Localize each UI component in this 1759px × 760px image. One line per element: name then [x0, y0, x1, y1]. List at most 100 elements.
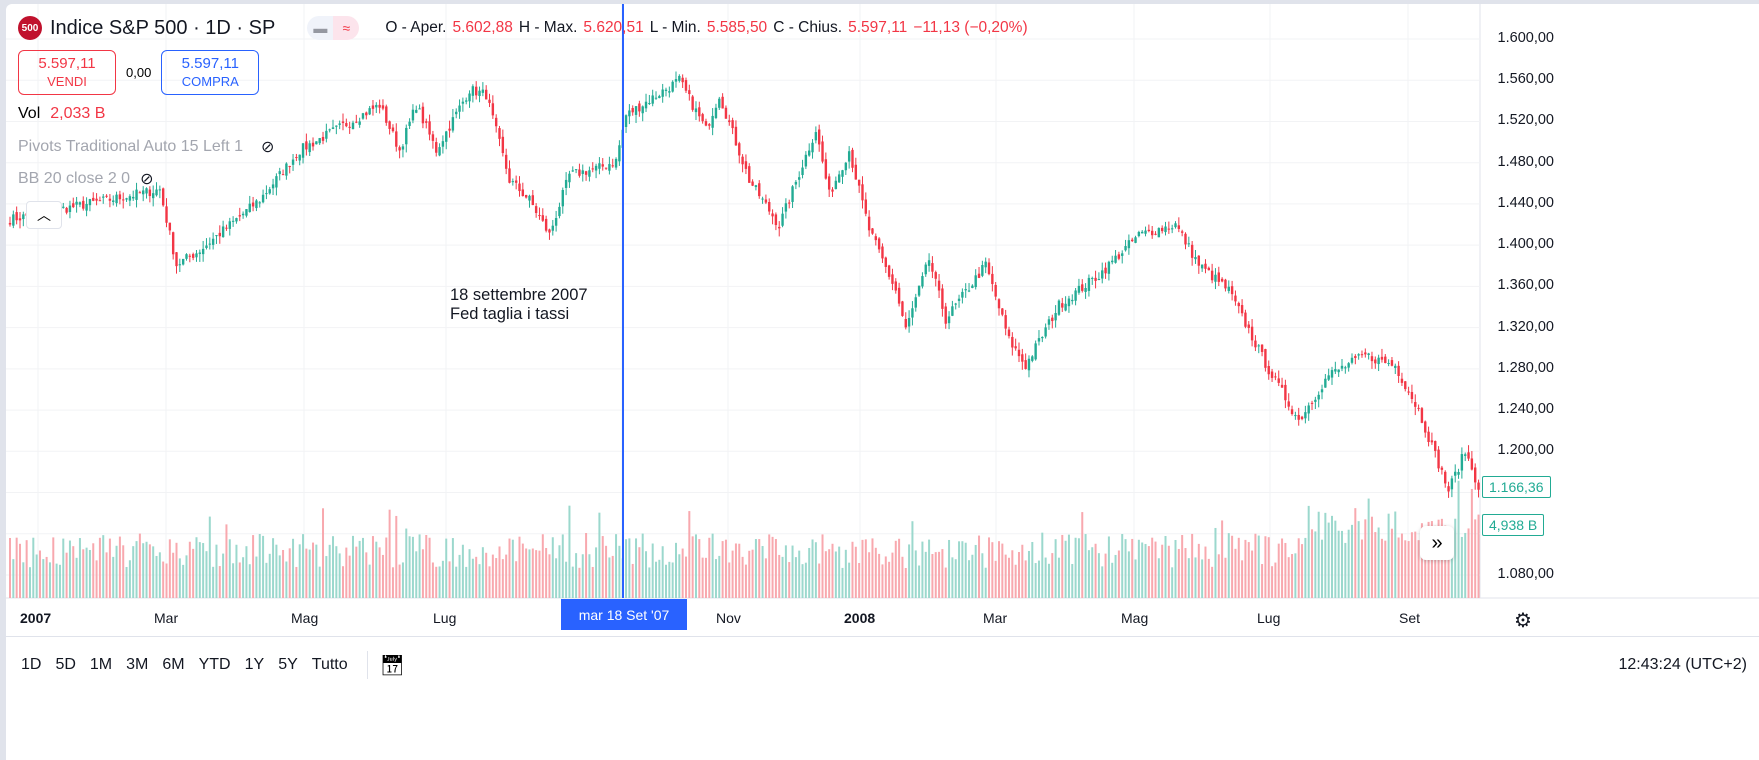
volume-bar	[1211, 566, 1214, 598]
volume-legend[interactable]: Vol 2,033 B	[18, 105, 105, 123]
candle-body	[118, 194, 122, 200]
period-5d[interactable]: 5D	[55, 656, 76, 673]
minus-icon[interactable]: ▬	[307, 16, 334, 40]
eye-hidden-icon[interactable]: ⊘	[261, 139, 275, 156]
price-axis-label: 1.320,00	[1497, 318, 1554, 335]
volume-bar	[1084, 534, 1087, 598]
pivots-legend[interactable]: Pivots Traditional Auto 15 Left 1 ⊘	[18, 137, 274, 157]
crosshair-time-label: mar 18 Set '07	[561, 599, 687, 630]
volume-bar	[778, 554, 781, 598]
volume-bar	[338, 553, 341, 598]
candle-body	[1064, 303, 1067, 311]
volume-bar	[228, 539, 231, 598]
candle-body	[568, 173, 571, 183]
candle-body	[375, 104, 378, 108]
volume-bar	[468, 549, 471, 598]
volume-bar	[1400, 533, 1403, 598]
volume-bar	[571, 566, 574, 598]
volume-bar	[1414, 531, 1417, 598]
volume-bar	[1124, 539, 1127, 598]
period-ytd[interactable]: YTD	[198, 656, 231, 673]
volume-bar	[1457, 480, 1460, 598]
eye-hidden-icon[interactable]: ⊘	[140, 171, 154, 188]
settings-icon[interactable]: ⚙	[1514, 610, 1532, 632]
candle-body	[142, 190, 145, 195]
clock[interactable]: 12:43:24 (UTC+2)	[1618, 656, 1747, 673]
volume-bar	[471, 558, 474, 598]
period-1y[interactable]: 1Y	[244, 656, 265, 673]
candle-body	[78, 202, 82, 205]
candle-body	[781, 213, 784, 226]
candle-body	[145, 188, 148, 194]
volume-bar	[98, 537, 101, 598]
volume-bar	[378, 547, 381, 598]
candle-body	[1324, 378, 1327, 388]
candle-body	[135, 189, 138, 200]
volume-bar	[112, 556, 115, 598]
candle-body	[971, 285, 974, 288]
candle-body	[1074, 290, 1077, 301]
period-tutto[interactable]: Tutto	[311, 656, 348, 673]
chart-annotation[interactable]: 18 settembre 2007 Fed taglia i tassi	[450, 286, 588, 324]
time-axis-label: Mar	[154, 610, 179, 626]
candle-body	[318, 138, 321, 144]
volume-bar	[681, 548, 684, 598]
volume-bar	[724, 539, 727, 598]
candle-body	[185, 254, 188, 259]
volume-bar	[458, 554, 461, 598]
candle-body	[1264, 349, 1267, 368]
candle-body	[201, 248, 205, 255]
display-toggle[interactable]: ▬ ≈	[307, 16, 360, 40]
candle-body	[1024, 360, 1027, 369]
volume-bar	[838, 546, 841, 598]
volume-bar	[488, 566, 491, 598]
volume-bar	[821, 534, 824, 598]
scroll-to-realtime-button[interactable]: »	[1420, 526, 1454, 560]
volume-bar	[195, 537, 198, 598]
candle-body	[1344, 367, 1347, 369]
candle-body	[112, 200, 115, 202]
candle-body	[231, 220, 235, 222]
period-6m[interactable]: 6M	[162, 656, 185, 673]
collapse-legend-button[interactable]: ︿	[26, 201, 62, 229]
candle-body	[1141, 231, 1144, 234]
volume-bar	[671, 562, 674, 598]
candle-body	[867, 216, 871, 231]
symbol-title[interactable]: Indice S&P 500 · 1D · SP	[50, 16, 276, 39]
volume-bar	[501, 559, 504, 598]
close-value: 5.597,11	[848, 19, 908, 36]
buy-button[interactable]: 5.597,11 COMPRA	[161, 50, 260, 95]
candle-body	[378, 104, 381, 108]
candle-body	[961, 291, 964, 298]
volume-bar	[551, 537, 554, 598]
candle-body	[724, 107, 728, 119]
sell-button[interactable]: 5.597,11 VENDI	[18, 50, 116, 95]
candle-body	[1360, 354, 1364, 356]
volume-bar	[854, 546, 857, 598]
period-1d[interactable]: 1D	[21, 656, 42, 673]
volume-bar	[52, 537, 55, 598]
candle-body	[1477, 482, 1480, 490]
volume-bar	[1227, 533, 1230, 598]
wave-icon[interactable]: ≈	[333, 16, 360, 40]
period-3m[interactable]: 3M	[126, 656, 149, 673]
candle-body	[561, 189, 564, 207]
volume-bar	[72, 546, 75, 598]
volume-bar	[1147, 546, 1150, 598]
candle-body	[1167, 228, 1171, 230]
volume-bar	[1374, 532, 1377, 598]
candle-body	[1420, 408, 1424, 423]
calendar-goto-icon[interactable]: 📅︎	[379, 654, 406, 677]
candle-body	[494, 117, 498, 127]
candle-body	[1101, 270, 1104, 279]
volume-bar	[1111, 562, 1114, 598]
price-chart[interactable]	[6, 4, 1759, 636]
bb-legend[interactable]: BB 20 close 2 0 ⊘	[18, 169, 153, 189]
period-5y[interactable]: 5Y	[278, 656, 298, 673]
volume-bar	[1454, 518, 1457, 598]
volume-bar	[1410, 532, 1413, 598]
volume-bar	[202, 543, 205, 598]
period-1m[interactable]: 1M	[89, 656, 113, 673]
candle-body	[751, 181, 754, 186]
volume-bar	[1357, 521, 1360, 598]
